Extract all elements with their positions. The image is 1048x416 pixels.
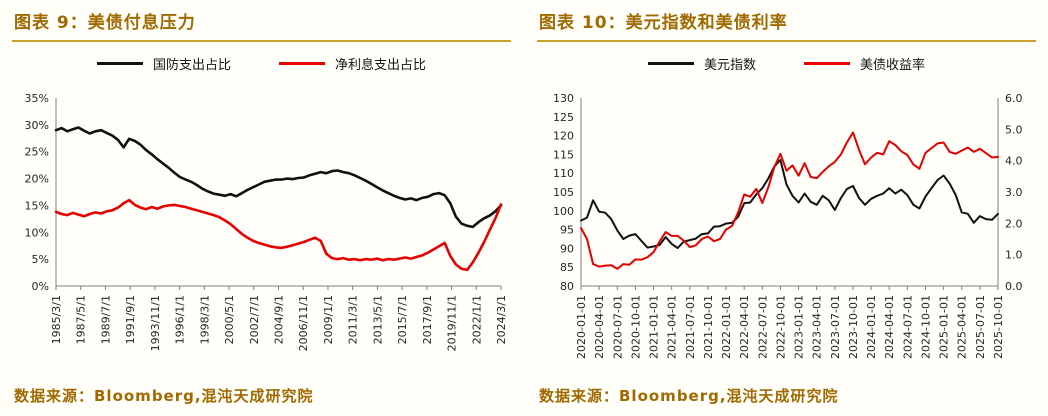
svg-text:2011/3/1: 2011/3/1 [347,295,360,344]
legend-item-defense-spending-share: 国防支出占比 [96,54,231,73]
figure-10-panel: 图表 10：美元指数和美债利率 美元指数 美债收益率 80 85 90 95 100 10… [537,6,1036,416]
legend-label: 净利息支出占比 [335,57,427,73]
svg-text:85: 85 [560,261,574,274]
svg-text:2024-04-01: 2024-04-01 [883,295,896,359]
legend-line-swatch [647,61,694,65]
svg-text:2020-01-01: 2020-01-01 [575,295,588,359]
svg-text:2019/11/1: 2019/11/1 [446,295,459,351]
svg-text:2022/1/1: 2022/1/1 [470,295,483,344]
figure-9-chart: 0% 5% 10% 15% 20% 25% 30% 35% 1985/3/1 1987/5/1 19… [12,80,511,368]
legend-label: 美元指数 [703,57,756,73]
svg-text:2023-01-01: 2023-01-01 [793,295,806,359]
svg-text:2000/5/1: 2000/5/1 [223,295,236,344]
legend-item-net-interest-share: 净利息支出占比 [279,54,426,73]
svg-text:2020-10-01: 2020-10-01 [629,295,642,359]
svg-text:130: 130 [553,92,574,105]
svg-text:2013/5/1: 2013/5/1 [371,295,384,344]
svg-text:1985/3/1: 1985/3/1 [50,295,63,344]
figure-9-panel: 图表 9：美债付息压力 国防支出占比 净利息支出占比 0% 5% 10% 15% 20%… [12,6,511,416]
figure-10-title: 图表 10：美元指数和美债利率 [539,13,788,33]
svg-text:2021-01-01: 2021-01-01 [648,295,661,359]
figure-9-source: 数据来源：Bloomberg,混沌天成研究院 [14,387,314,405]
legend-item-usd-index: 美元指数 [647,54,756,73]
svg-text:2022-04-01: 2022-04-01 [738,295,751,359]
svg-text:1991/9/1: 1991/9/1 [124,295,137,344]
svg-text:105: 105 [553,186,574,199]
svg-text:2023-10-01: 2023-10-01 [847,295,860,359]
svg-text:2025-07-01: 2025-07-01 [974,295,987,359]
legend-line-swatch [804,61,850,65]
svg-text:2004/9/1: 2004/9/1 [273,295,286,344]
svg-text:2024-07-01: 2024-07-01 [901,295,914,359]
svg-text:5%: 5% [32,253,49,266]
svg-text:2022-07-01: 2022-07-01 [756,295,769,359]
figure-10-title-rule [537,40,1036,42]
svg-text:2025-10-01: 2025-10-01 [992,295,1005,359]
figure-10-chart: 80 85 90 95 100 105 110 115 120 125 130 0.0 1.0 2.0 3.… [537,80,1036,368]
svg-text:2024-10-01: 2024-10-01 [919,295,932,359]
svg-text:25%: 25% [25,146,49,159]
svg-text:2023-04-01: 2023-04-01 [811,295,824,359]
svg-text:3.0: 3.0 [1005,186,1023,199]
figure-9-title-rule [12,40,511,42]
svg-text:2009/1/1: 2009/1/1 [322,295,335,344]
svg-text:5.0: 5.0 [1005,123,1023,136]
svg-text:1987/5/1: 1987/5/1 [75,295,88,344]
svg-text:35%: 35% [25,92,49,105]
svg-text:2024-01-01: 2024-01-01 [865,295,878,359]
svg-text:2020-04-01: 2020-04-01 [593,295,606,359]
svg-text:1.0: 1.0 [1005,249,1023,262]
legend-line-swatch [96,61,143,65]
svg-text:2023-07-01: 2023-07-01 [829,295,842,359]
svg-text:80: 80 [560,280,574,293]
svg-text:110: 110 [553,167,574,180]
svg-text:2021-10-01: 2021-10-01 [702,295,715,359]
svg-text:1998/3/1: 1998/3/1 [198,295,211,344]
svg-text:2017/9/1: 2017/9/1 [421,295,434,344]
svg-text:2025-04-01: 2025-04-01 [956,295,969,359]
svg-text:2002/7/1: 2002/7/1 [248,295,261,344]
svg-text:2021-04-01: 2021-04-01 [666,295,679,359]
svg-text:125: 125 [553,111,574,124]
figure-10-legend: 美元指数 美债收益率 [537,46,1036,80]
svg-text:1989/7/1: 1989/7/1 [99,295,112,344]
legend-item-treasury-yield: 美债收益率 [804,54,925,73]
svg-text:0%: 0% [32,280,49,293]
figure-10-source: 数据来源：Bloomberg,混沌天成研究院 [539,387,839,405]
svg-text:10%: 10% [25,226,49,239]
svg-text:2025-01-01: 2025-01-01 [938,295,951,359]
legend-line-swatch [279,61,325,65]
svg-text:1993/11/1: 1993/11/1 [149,295,162,351]
svg-text:6.0: 6.0 [1005,92,1023,105]
svg-text:1996/1/1: 1996/1/1 [174,295,187,344]
svg-text:15%: 15% [25,199,49,212]
svg-text:2020-07-01: 2020-07-01 [611,295,624,359]
svg-text:2021-07-01: 2021-07-01 [684,295,697,359]
svg-text:90: 90 [560,242,574,255]
legend-label: 国防支出占比 [152,57,231,73]
svg-text:2.0: 2.0 [1005,217,1023,230]
svg-text:2015/7/1: 2015/7/1 [396,295,409,344]
svg-text:30%: 30% [25,119,49,132]
svg-text:0.0: 0.0 [1005,280,1023,293]
svg-text:2022-10-01: 2022-10-01 [774,295,787,359]
svg-text:20%: 20% [25,173,49,186]
svg-text:115: 115 [553,148,574,161]
svg-text:100: 100 [553,205,574,218]
figure-9-legend: 国防支出占比 净利息支出占比 [12,46,511,80]
figure-9-title: 图表 9：美债付息压力 [14,13,196,33]
legend-label: 美债收益率 [860,57,926,73]
svg-text:2006/11/1: 2006/11/1 [297,295,310,351]
svg-text:4.0: 4.0 [1005,155,1023,168]
svg-text:2022-01-01: 2022-01-01 [720,295,733,359]
svg-text:120: 120 [553,130,574,143]
svg-text:2024/3/1: 2024/3/1 [495,295,508,344]
svg-text:95: 95 [560,224,574,237]
